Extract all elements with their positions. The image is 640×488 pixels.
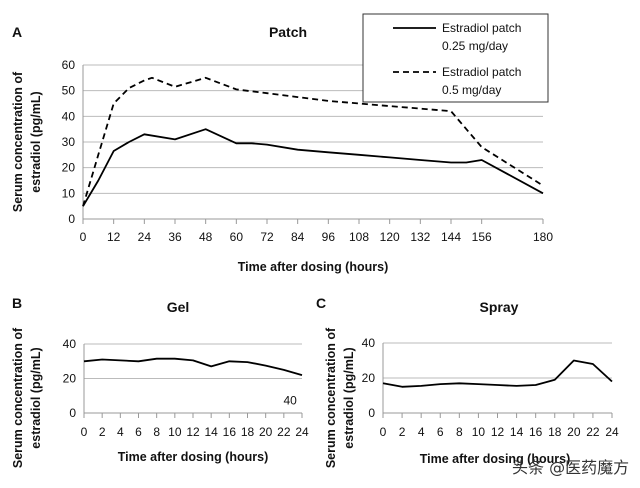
x-axis-label: Time after dosing (hours) [420,452,570,466]
legend-label: Estradiol patch [442,21,521,35]
x-tick-label: 48 [199,230,213,244]
x-tick-label: 24 [138,230,152,244]
x-tick-label: 2 [399,425,406,439]
x-tick-label: 6 [437,425,444,439]
x-tick-label: 84 [291,230,305,244]
watermark: 头条 @医药魔方 [512,458,630,477]
y-tick-label: 40 [362,336,376,350]
x-tick-label: 120 [380,230,400,244]
y-tick-label: 30 [62,135,76,149]
x-axis-label: Time after dosing (hours) [118,450,268,464]
y-tick-label: 20 [362,371,376,385]
x-tick-label: 0 [81,425,88,439]
x-tick-label: 60 [230,230,244,244]
x-tick-label: 12 [186,425,200,439]
y-tick-label: 60 [62,58,76,72]
y-tick-label: 0 [68,212,75,226]
legend-label: 0.25 mg/day [442,39,508,53]
x-tick-label: 14 [204,425,218,439]
x-tick-label: 96 [322,230,336,244]
panel-letter: B [12,295,22,311]
y-tick-label: 0 [69,406,76,420]
x-tick-label: 72 [260,230,274,244]
y-axis-label: Serum concentration of [11,71,25,212]
x-tick-label: 156 [472,230,492,244]
x-tick-label: 18 [241,425,255,439]
series-line-1 [82,128,544,207]
y-tick-label: 10 [62,186,76,200]
panel-letter: C [316,295,326,311]
series-line-2 [82,76,544,207]
x-tick-label: 4 [418,425,425,439]
x-tick-label: 0 [380,425,387,439]
y-tick-label: 40 [62,109,76,123]
x-tick-label: 14 [510,425,524,439]
y-tick-label: 50 [62,84,76,98]
y-axis-label: Serum concentration of [11,327,25,468]
y-tick-label: 40 [63,337,77,351]
y-tick-label: 20 [63,372,77,386]
x-tick-label: 6 [135,425,142,439]
series-line-1 [83,357,303,376]
x-tick-label: 24 [295,425,309,439]
x-tick-label: 22 [586,425,600,439]
annotation-label: 40 [284,393,298,407]
chart-title: Gel [167,299,190,315]
y-tick-label: 0 [368,406,375,420]
x-tick-label: 16 [529,425,543,439]
x-tick-label: 132 [410,230,430,244]
x-tick-label: 4 [117,425,124,439]
x-tick-label: 8 [153,425,160,439]
x-tick-label: 108 [349,230,369,244]
x-tick-label: 20 [259,425,273,439]
y-axis-label: estradiol (pg/mL) [29,91,43,192]
y-axis-label: estradiol (pg/mL) [29,347,43,448]
x-tick-label: 18 [548,425,562,439]
x-tick-label: 12 [107,230,121,244]
x-tick-label: 180 [533,230,553,244]
x-tick-label: 0 [80,230,87,244]
x-tick-label: 144 [441,230,461,244]
x-tick-label: 36 [168,230,182,244]
y-axis-label: Serum concentration of [324,327,338,468]
x-tick-label: 22 [277,425,291,439]
x-tick-label: 12 [491,425,505,439]
y-axis-label: estradiol (pg/mL) [342,347,356,448]
panel-letter: A [12,24,22,40]
x-tick-label: 10 [168,425,182,439]
legend-label: 0.5 mg/day [442,83,501,97]
x-tick-label: 8 [456,425,463,439]
x-tick-label: 2 [99,425,106,439]
chart-title: Patch [269,24,307,40]
y-tick-label: 20 [62,161,76,175]
x-tick-label: 24 [605,425,619,439]
legend-label: Estradiol patch [442,65,521,79]
series-line-1 [382,359,613,388]
chart-title: Spray [480,299,519,315]
x-tick-label: 20 [567,425,581,439]
x-axis-label: Time after dosing (hours) [238,260,388,274]
x-tick-label: 10 [472,425,486,439]
x-tick-label: 16 [223,425,237,439]
